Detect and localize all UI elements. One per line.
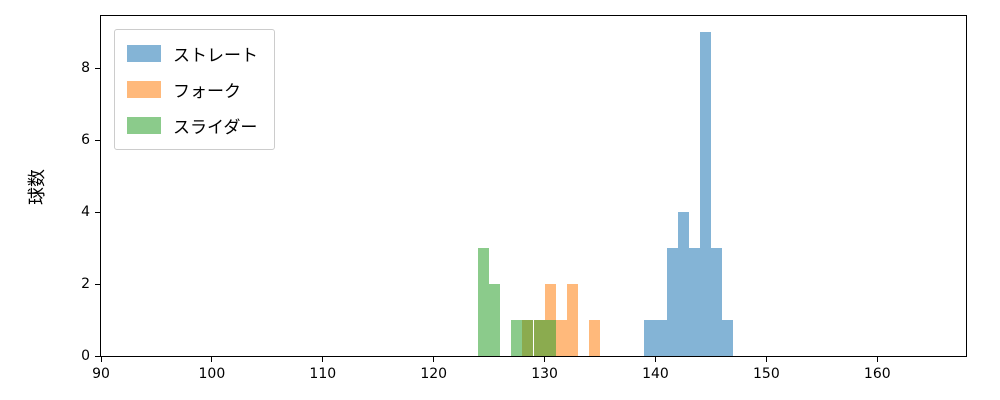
histogram-bar xyxy=(478,248,490,356)
x-tick-mark xyxy=(654,357,656,362)
legend-series-label: ストレート xyxy=(173,46,258,66)
y-tick-mark xyxy=(95,139,100,141)
histogram-bar xyxy=(533,320,545,356)
x-tick-mark xyxy=(433,357,435,362)
x-tick-label: 150 xyxy=(753,366,780,382)
legend-item: スライダー xyxy=(127,113,258,138)
x-tick-label: 120 xyxy=(420,366,448,382)
legend-color-patch xyxy=(127,117,161,134)
plot-area: ストレートフォークスライダー xyxy=(100,15,967,357)
legend: ストレートフォークスライダー xyxy=(114,29,275,150)
histogram-bar xyxy=(522,320,534,356)
histogram-bar xyxy=(544,284,556,356)
y-tick-label: 0 xyxy=(81,348,90,364)
histogram-bar xyxy=(688,248,700,356)
legend-color-patch xyxy=(127,81,161,98)
x-tick-label: 160 xyxy=(863,366,891,382)
y-tick-mark xyxy=(95,355,100,357)
x-tick-label: 110 xyxy=(309,366,337,382)
y-tick-mark xyxy=(95,211,100,213)
x-tick-label: 140 xyxy=(642,366,669,382)
histogram-bar xyxy=(677,212,689,356)
y-tick-label: 2 xyxy=(81,276,90,293)
histogram-bar xyxy=(544,320,556,356)
histogram-bar xyxy=(722,320,734,356)
x-tick-mark xyxy=(544,357,546,362)
y-tick-label: 6 xyxy=(81,132,90,149)
legend-series-label: フォーク xyxy=(173,82,241,102)
y-tick-label: 4 xyxy=(81,204,90,221)
legend-item: ストレート xyxy=(127,41,258,66)
histogram-bar xyxy=(489,284,501,356)
histogram-bar xyxy=(511,320,523,356)
y-tick-label: 8 xyxy=(81,60,90,77)
histogram-bar xyxy=(655,320,667,356)
histogram-bar xyxy=(644,320,656,356)
y-tick-mark xyxy=(95,67,100,69)
x-tick-mark xyxy=(876,357,878,362)
y-axis-label: 球数 xyxy=(27,169,48,205)
legend-series-label: スライダー xyxy=(173,118,258,138)
legend-color-patch xyxy=(127,45,161,62)
x-tick-mark xyxy=(322,357,324,362)
x-tick-mark xyxy=(211,357,213,362)
histogram-bar xyxy=(666,248,678,356)
histogram-bar xyxy=(588,320,601,356)
histogram-bar xyxy=(566,284,578,356)
x-tick-label: 130 xyxy=(531,366,558,382)
histogram-bar xyxy=(555,320,567,356)
histogram-bar xyxy=(699,32,711,356)
x-tick-mark xyxy=(100,357,102,362)
histogram-bar xyxy=(710,248,722,356)
legend-item: フォーク xyxy=(127,77,258,102)
x-tick-mark xyxy=(765,357,767,362)
x-tick-label: 90 xyxy=(92,366,110,382)
y-tick-mark xyxy=(95,283,100,285)
x-tick-label: 100 xyxy=(198,366,226,382)
